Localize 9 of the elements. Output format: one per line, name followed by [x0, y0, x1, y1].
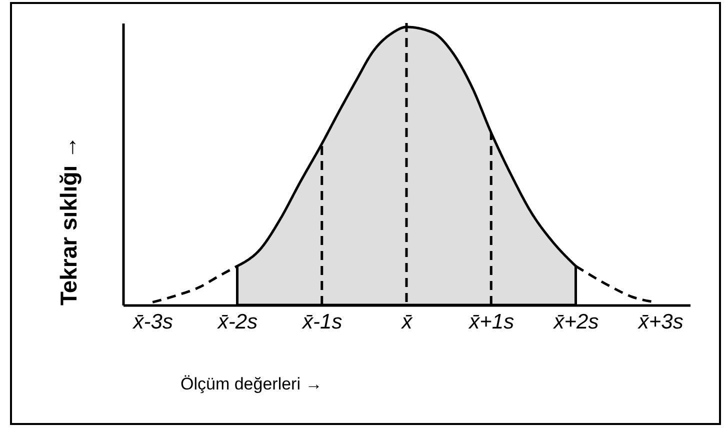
y-axis-title: Tekrar sıklığı → [56, 136, 82, 306]
x-tick-label: x̄+2s [552, 310, 600, 334]
x-tick-label: x̄-1s [302, 310, 343, 334]
x-tick-label: x̄ [400, 310, 414, 334]
x-tick-label: x̄-2s [216, 310, 258, 334]
x-axis-title: Ölçüm değerleri → [180, 374, 322, 394]
x-tick-label: x̄+1s [468, 310, 515, 334]
x-tick-label: x̄-3s [132, 310, 174, 334]
x-tick-label: x̄+3s [637, 310, 684, 334]
